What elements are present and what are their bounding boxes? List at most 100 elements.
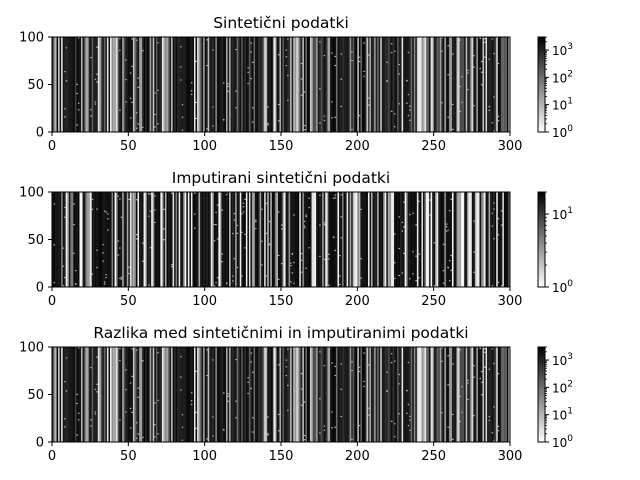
x-tick-label: 0 — [48, 449, 56, 464]
heatmap-cell — [103, 210, 106, 212]
heatmap-cell — [180, 376, 182, 378]
heatmap-column — [155, 347, 158, 442]
heatmap-cell — [212, 125, 214, 127]
heatmap-cell — [323, 54, 326, 57]
heatmap-cell — [131, 348, 133, 350]
heatmap-column — [421, 192, 424, 287]
heatmap-column — [436, 37, 439, 132]
heatmap-column — [161, 347, 164, 442]
heatmap-column — [111, 347, 114, 442]
heatmap-column — [505, 347, 508, 442]
heatmap-column — [290, 347, 292, 442]
heatmap-column — [62, 347, 65, 442]
heatmap-column — [227, 37, 230, 132]
heatmap-column — [77, 192, 80, 287]
heatmap-cell — [171, 264, 173, 266]
heatmap-column — [239, 192, 242, 287]
heatmap-column — [219, 37, 222, 132]
heatmap-cell — [285, 374, 288, 377]
x-tick-label: 200 — [345, 449, 370, 464]
heatmap-cell — [64, 116, 66, 118]
x-tick-label: 300 — [498, 294, 523, 309]
heatmap-column — [326, 37, 329, 132]
heatmap-cell — [227, 400, 230, 402]
heatmap-column — [244, 347, 247, 442]
heatmap-cell — [90, 109, 92, 111]
heatmap-column — [70, 37, 72, 132]
heatmap-column — [290, 37, 292, 132]
heatmap-column — [398, 347, 401, 442]
heatmap-column — [97, 37, 100, 132]
heatmap-cell — [125, 59, 127, 61]
heatmap-column — [502, 347, 505, 442]
heatmap-column — [143, 37, 146, 132]
heatmap-column — [157, 192, 160, 287]
heatmap-column — [351, 192, 353, 287]
heatmap-column — [117, 37, 120, 132]
heatmap-cell — [142, 126, 144, 128]
colorbar-tick-label: 103 — [552, 42, 573, 58]
heatmap-column — [209, 347, 211, 442]
heatmap-cell — [227, 90, 230, 92]
heatmap-column — [149, 192, 152, 287]
heatmap-cell — [360, 277, 362, 279]
heatmap-column — [77, 347, 80, 442]
heatmap-column — [439, 192, 442, 287]
heatmap-cell — [277, 103, 280, 106]
heatmap-cell — [459, 85, 462, 88]
heatmap-column — [108, 192, 111, 287]
heatmap-cell — [287, 38, 289, 40]
heatmap-column — [155, 37, 158, 132]
heatmap-cell — [484, 351, 486, 353]
heatmap-cell — [128, 198, 130, 201]
heatmap-column — [375, 192, 378, 287]
heatmap-column — [183, 192, 185, 287]
heatmap-column — [193, 192, 196, 287]
heatmap-column — [352, 192, 355, 287]
heatmap-cell — [106, 229, 109, 231]
heatmap-cell — [293, 214, 295, 216]
heatmap-column — [137, 347, 140, 442]
x-tick-label: 50 — [120, 294, 137, 309]
heatmap-column — [151, 192, 153, 287]
heatmap-column — [197, 347, 199, 442]
heatmap-column — [393, 192, 396, 287]
heatmap-column — [285, 192, 288, 287]
heatmap-column — [445, 37, 448, 132]
heatmap-column — [476, 192, 479, 287]
heatmap-column — [389, 192, 392, 287]
heatmap-cell — [358, 60, 361, 63]
heatmap-cell — [267, 434, 269, 436]
heatmap-column — [181, 347, 184, 442]
heatmap-column — [164, 192, 167, 287]
heatmap-cell — [265, 275, 268, 277]
heatmap-column — [142, 192, 144, 287]
heatmap-cell — [497, 281, 500, 284]
heatmap-cell — [157, 352, 159, 354]
heatmap-cell — [493, 238, 495, 240]
heatmap-column — [506, 347, 509, 442]
heatmap-column — [206, 347, 208, 442]
heatmap-cell — [241, 275, 243, 277]
heatmap-cell — [459, 39, 462, 41]
heatmap-cells — [52, 37, 511, 134]
heatmap-column — [407, 347, 410, 442]
heatmap-cell — [480, 71, 483, 73]
heatmap-cell — [493, 96, 495, 98]
heatmap-column — [221, 192, 224, 287]
heatmap-column — [351, 37, 353, 132]
heatmap-cell — [119, 347, 121, 350]
heatmap-column — [471, 37, 474, 132]
heatmap-cell — [255, 227, 257, 230]
heatmap-column — [128, 192, 131, 287]
heatmap-column — [85, 192, 88, 287]
heatmap-column — [363, 347, 366, 442]
x-tick-label: 50 — [120, 449, 137, 464]
heatmap-cell — [393, 262, 396, 264]
heatmap-cell — [157, 42, 159, 44]
heatmap-cell — [244, 198, 246, 200]
heatmap-column — [140, 192, 143, 287]
heatmap-column — [375, 347, 378, 442]
heatmap-column — [419, 192, 422, 287]
